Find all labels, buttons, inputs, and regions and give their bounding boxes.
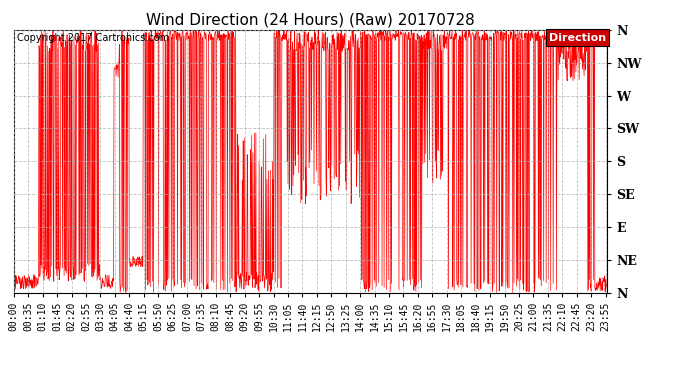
Text: Direction: Direction: [549, 33, 606, 43]
Title: Wind Direction (24 Hours) (Raw) 20170728: Wind Direction (24 Hours) (Raw) 20170728: [146, 12, 475, 27]
Text: Copyright 2017 Cartronics.com: Copyright 2017 Cartronics.com: [17, 33, 169, 43]
